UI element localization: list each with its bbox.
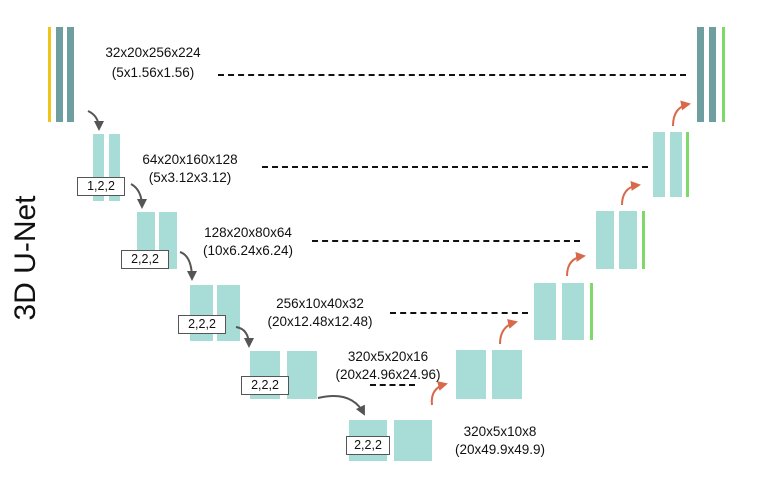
- decoder-3-feature-map-a: [534, 283, 556, 340]
- level-3-spacing-label: (20x12.48x12.48): [267, 314, 373, 329]
- output-channel-bar: [722, 27, 725, 122]
- upsample-arrow-2: [499, 319, 518, 345]
- upsample-arrow-4: [621, 180, 641, 206]
- decoder-4-feature-map-b: [492, 350, 522, 399]
- stride-badge-level-4: 2,2,2: [241, 376, 289, 395]
- stride-badge-level-2: 2,2,2: [121, 250, 169, 269]
- encoder-4-feature-map-b: [287, 351, 317, 399]
- skip-connection-4: [370, 384, 415, 386]
- level-1-spacing-label: (5x3.12x3.12): [148, 170, 232, 185]
- stride-badge-level-5: 2,2,2: [346, 436, 390, 455]
- downsample-arrow-3: [179, 251, 197, 281]
- upsample-arrow-3: [566, 251, 586, 277]
- encoder-0-feature-map-b: [67, 27, 74, 122]
- level-2-spacing-label: (10x6.24x6.24): [202, 243, 294, 258]
- skip-connection-0: [218, 74, 686, 76]
- level-3-shape-label: 256x10x40x32: [276, 296, 364, 311]
- decoder-4-feature-map-a: [456, 350, 486, 399]
- decoder-1-feature-map-b: [670, 132, 682, 197]
- decoder-0-feature-map-a: [697, 27, 704, 122]
- decoder-3-feature-map-b: [562, 283, 584, 340]
- input-channel-bar: [48, 27, 51, 122]
- decoder-1-output-bar: [686, 132, 689, 197]
- downsample-arrow-2: [130, 183, 147, 209]
- encoder-0-feature-map-a: [56, 27, 63, 122]
- upsample-arrow-5: [672, 100, 691, 127]
- decoder-1-feature-map-a: [653, 132, 665, 197]
- bottleneck-spacing-label: (20x49.9x49.9): [454, 442, 546, 457]
- decoder-3-output-bar: [590, 283, 593, 340]
- level-1-shape-label: 64x20x160x128: [142, 152, 238, 167]
- stride-badge-level-3: 2,2,2: [178, 315, 226, 334]
- bottleneck-shape-label: 320x5x10x8: [463, 424, 537, 439]
- level-4-shape-label: 320x5x20x16: [347, 349, 429, 364]
- decoder-0-feature-map-b: [709, 27, 716, 122]
- decoder-2-feature-map-a: [596, 211, 614, 269]
- level-2-shape-label: 128x20x80x64: [204, 225, 292, 240]
- encoder-1-feature-map-b: [109, 134, 120, 201]
- level-0-shape-label: 32x20x256x224: [105, 45, 201, 60]
- downsample-arrow-5: [317, 395, 365, 416]
- downsample-arrow-4: [235, 326, 254, 348]
- skip-connection-1: [262, 166, 648, 168]
- downsample-arrow-1: [87, 110, 104, 131]
- decoder-2-output-bar: [642, 211, 645, 269]
- bottleneck-feature-map-b: [394, 420, 432, 461]
- level-4-spacing-label: (20x24.96x24.96): [335, 367, 441, 382]
- decoder-2-feature-map-b: [619, 211, 637, 269]
- encoder-1-feature-map-a: [93, 134, 104, 201]
- stride-badge-level-1: 1,2,2: [77, 177, 125, 196]
- skip-connection-2: [312, 240, 580, 242]
- upsample-arrow-1: [430, 381, 448, 406]
- skip-connection-3: [390, 312, 528, 314]
- level-0-spacing-label: (5x1.56x1.56): [111, 65, 195, 80]
